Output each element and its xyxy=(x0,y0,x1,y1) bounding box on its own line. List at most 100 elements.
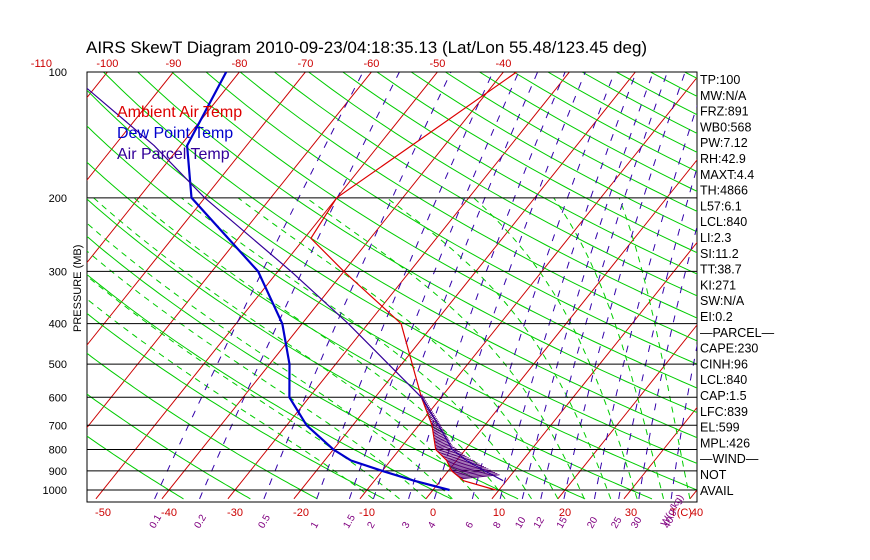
dry-adiabat xyxy=(308,72,697,297)
bottom-temp-tick-label: 20 xyxy=(559,507,571,519)
info-panel-item: CINH:96 xyxy=(700,357,748,371)
moist-adiabat xyxy=(87,298,374,500)
pressure-tick-label: 700 xyxy=(49,420,67,432)
mixing-ratio-line xyxy=(521,72,654,500)
cape-hatch xyxy=(447,457,469,463)
info-panel-item: MPL:426 xyxy=(700,436,750,450)
dry-adiabat xyxy=(103,72,697,439)
cape-hatch xyxy=(446,456,467,461)
bottom-temp-tick-label: -10 xyxy=(359,507,375,519)
isotherm-line xyxy=(359,76,697,500)
cape-hatch xyxy=(431,419,438,425)
moist-adiabat xyxy=(618,197,691,500)
cape-hatch xyxy=(429,414,436,420)
bottom-temp-tick-label: -50 xyxy=(95,507,111,519)
mixing-ratio-tick-label: 8 xyxy=(491,520,504,531)
pressure-tick-label: 300 xyxy=(49,266,67,278)
dry-adiabat xyxy=(753,72,870,499)
cape-hatch xyxy=(440,449,459,455)
pressure-tick-label: 500 xyxy=(49,359,67,371)
moist-adiabat xyxy=(237,197,559,500)
profiles xyxy=(87,72,517,492)
cape-hatch xyxy=(438,448,457,454)
dry-adiabat xyxy=(137,72,697,414)
mixing-ratio-tick-label: 20 xyxy=(585,515,600,531)
top-temp-tick-label: -80 xyxy=(231,58,247,70)
cape-hatch xyxy=(447,458,472,464)
info-panel-item: SW:N/A xyxy=(700,294,745,308)
mixing-ratio-line xyxy=(433,72,586,500)
mixing-ratio-tick-label: 10 xyxy=(513,515,528,531)
mixing-ratio-tick-label: 3 xyxy=(400,520,413,531)
mixing-ratio-line xyxy=(638,224,697,499)
info-panel-item: CAP:1.5 xyxy=(700,389,747,403)
bottom-temp-tick-label: 40 xyxy=(691,507,703,519)
info-panel-item: MAXT:4.4 xyxy=(700,168,754,182)
info-panel-item: —WIND— xyxy=(700,452,759,466)
top-temp-tick-label: -100 xyxy=(96,58,118,70)
top-temp-tick-label: -60 xyxy=(363,58,379,70)
info-panel-item: L57:6.1 xyxy=(700,199,742,213)
isotherm-line xyxy=(87,72,241,264)
info-panel-item: MW:N/A xyxy=(700,89,747,103)
grid-lines xyxy=(87,72,870,500)
cape-hatch xyxy=(441,450,460,456)
cape-hatch xyxy=(431,420,439,426)
cape-hatch xyxy=(429,416,436,421)
info-panel-item: LFC:839 xyxy=(700,405,748,419)
cape-hatch xyxy=(427,409,433,415)
isotherm-line xyxy=(293,72,637,500)
cape-hatch xyxy=(448,459,474,465)
dew-point-temp-line xyxy=(185,72,450,492)
bottom-temp-tick-label: -30 xyxy=(227,507,243,519)
dry-adiabat xyxy=(87,198,586,500)
isotherm-line xyxy=(227,72,571,500)
legend-dew-point-temp: Dew Point Temp xyxy=(117,125,233,142)
moist-adiabat xyxy=(87,250,427,500)
moist-adiabat xyxy=(87,222,453,500)
top-temp-tick-label: -50 xyxy=(429,58,445,70)
mixing-ratio-tick-label: 30 xyxy=(629,515,644,531)
legend-air-parcel-temp: Air Parcel Temp xyxy=(117,146,230,163)
dry-adiabat xyxy=(87,125,697,491)
dry-adiabat xyxy=(205,72,697,365)
mixing-ratio-line xyxy=(499,72,637,500)
mixing-ratio-line xyxy=(348,72,520,500)
dry-adiabat xyxy=(376,72,697,254)
pressure-tick-label: 800 xyxy=(49,444,67,456)
dry-adiabat xyxy=(87,393,251,500)
info-panel-item: FRZ:891 xyxy=(700,105,749,119)
info-panel-item: TH:4866 xyxy=(700,184,748,198)
dry-adiabat xyxy=(87,352,318,500)
isotherm-line xyxy=(95,72,439,500)
cape-hatch xyxy=(428,411,434,417)
bottom-temp-tick-label: -20 xyxy=(293,507,309,519)
y-axis-label: PRESSURE (MB) xyxy=(72,245,84,332)
bottom-temp-tick-label: 0 xyxy=(430,507,436,519)
pressure-tick-label: 900 xyxy=(49,466,67,478)
cape-hatch xyxy=(435,442,452,448)
cape-hatch xyxy=(435,444,452,450)
cape-hatch xyxy=(449,461,476,467)
isotherm-line xyxy=(557,324,697,500)
moist-adiabat xyxy=(181,197,532,500)
top-temp-tick-label: -110 xyxy=(31,58,52,70)
legend: Ambient Air Temp Dew Point Temp Air Parc… xyxy=(117,104,242,163)
bottom-temp-tick-label: -40 xyxy=(161,507,177,519)
info-panel-item: RH:42.9 xyxy=(700,152,746,166)
mixing-ratio-line xyxy=(154,72,364,500)
mixing-ratio-line xyxy=(408,72,566,500)
mixing-ratio-line xyxy=(618,166,697,499)
moist-adiabat xyxy=(553,197,664,500)
isotherm-line xyxy=(87,72,307,346)
mixing-ratio-tick-label: 12 xyxy=(532,515,547,531)
top-temp-tick-label: -90 xyxy=(165,58,181,70)
info-panel-item: PW:7.12 xyxy=(700,136,748,150)
pressure-tick-label: 400 xyxy=(49,319,67,331)
mixing-ratio-line xyxy=(372,72,539,500)
pressure-tick-label: 100 xyxy=(49,67,67,79)
mixing-ratio-line xyxy=(199,72,400,500)
pressure-tick-label: 1000 xyxy=(43,485,67,497)
